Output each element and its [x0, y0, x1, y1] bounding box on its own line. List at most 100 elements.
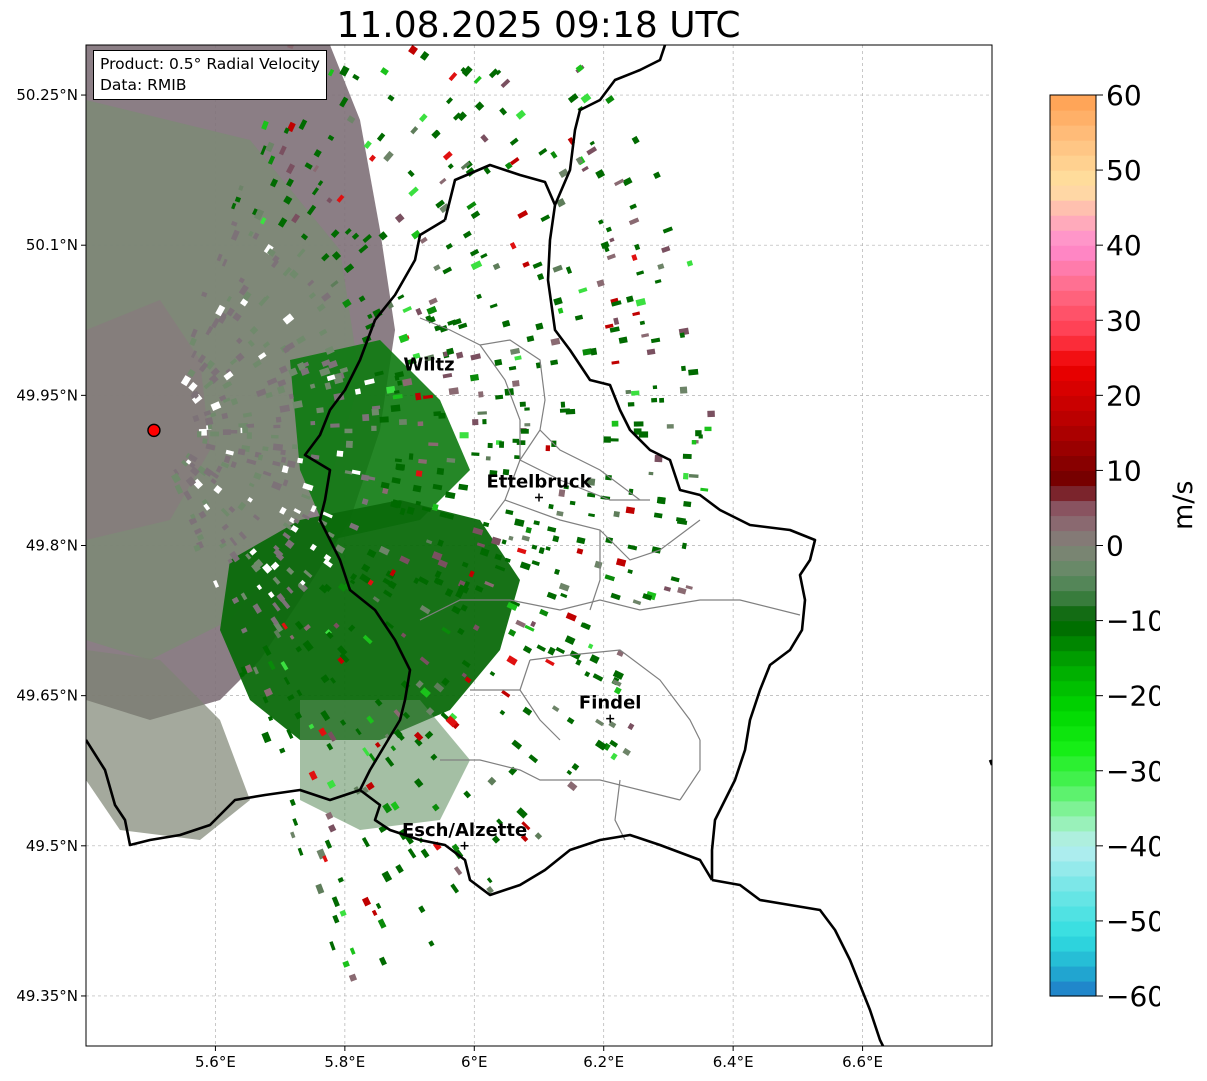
colorbar-band — [1050, 245, 1096, 261]
place-labels: Wiltz Ettelbruck Findel Esch/Alzette — [402, 354, 642, 850]
colorbar-tick-label: 40 — [1106, 229, 1142, 262]
place-marker — [535, 493, 543, 502]
colorbar-band — [1050, 155, 1096, 171]
lat-tick-label: 50.25°N — [16, 86, 78, 104]
canton-borders — [419, 317, 801, 841]
colorbar-tick-label: 50 — [1106, 154, 1142, 187]
colorbar-ticks: 60 50 40 30 20 10 0 −10 −20 −30 −40 −50 −60 — [1096, 80, 1160, 1013]
colorbar-band — [1050, 185, 1096, 201]
country-borders — [86, 45, 992, 1046]
colorbar-band — [1050, 380, 1096, 396]
place-marker — [606, 714, 615, 723]
colorbar-band — [1050, 425, 1096, 441]
product-label: Product: 0.5° Radial Velocity — [100, 55, 320, 73]
colorbar-tick-label: −10 — [1106, 605, 1160, 638]
colorbar-band — [1050, 275, 1096, 291]
colorbar-band — [1050, 260, 1096, 276]
colorbar-band — [1050, 455, 1096, 472]
place-label: Wiltz — [403, 354, 454, 375]
colorbar-band — [1050, 320, 1096, 336]
place-label: Esch/Alzette — [402, 820, 527, 841]
longitude-axis: 5.6°E 5.8°E 6°E 6.2°E 6.4°E 6.6°E — [195, 1046, 883, 1071]
colorbar-tick-label: 10 — [1106, 454, 1142, 487]
lat-tick-label: 49.95°N — [16, 386, 78, 404]
lon-tick-label: 6.6°E — [842, 1053, 883, 1071]
colorbar-band — [1050, 215, 1096, 231]
colorbar-band — [1050, 500, 1096, 517]
colorbar-band — [1050, 530, 1096, 547]
colorbar-band — [1050, 740, 1096, 757]
colorbar-band — [1050, 695, 1096, 712]
lat-tick-label: 49.8°N — [26, 537, 78, 555]
colorbar-band — [1050, 515, 1096, 532]
colorbar-band — [1050, 620, 1096, 637]
colorbar-band — [1050, 365, 1096, 381]
colorbar-band — [1050, 905, 1096, 922]
colorbar-band — [1050, 560, 1096, 577]
colorbar-band — [1050, 410, 1096, 426]
colorbar-band — [1050, 140, 1096, 156]
colorbar-band — [1050, 170, 1096, 186]
colorbar-band — [1050, 110, 1096, 126]
colorbar-band — [1050, 755, 1096, 772]
colorbar-band — [1050, 440, 1096, 456]
colorbar-band — [1050, 650, 1096, 667]
colorbar-band — [1050, 200, 1096, 216]
colorbar-band — [1050, 860, 1096, 877]
colorbar-tick-label: 30 — [1106, 304, 1142, 337]
colorbar-band — [1050, 305, 1096, 321]
colorbar-band — [1050, 920, 1096, 937]
colorbar-band — [1050, 800, 1096, 817]
colorbar-band — [1050, 830, 1096, 847]
radar-site-marker — [147, 423, 161, 438]
latitude-axis: 50.25°N 50.1°N 49.95°N 49.8°N 49.65°N 49.5°N 4… — [16, 86, 86, 1005]
colorbar-band — [1050, 680, 1096, 697]
colorbar-band — [1050, 635, 1096, 652]
colorbar-band — [1050, 95, 1096, 111]
data-source-label: Data: RMIB — [100, 76, 187, 94]
colorbar-tick-label: −30 — [1106, 755, 1160, 788]
colorbar-band — [1050, 815, 1096, 832]
colorbar-band — [1050, 545, 1096, 562]
lon-tick-label: 6°E — [461, 1053, 488, 1071]
colorbar-tick-label: −20 — [1106, 680, 1160, 713]
colorbar-band — [1050, 230, 1096, 246]
colorbar-band — [1050, 395, 1096, 411]
lon-tick-label: 5.8°E — [324, 1053, 365, 1071]
lat-tick-label: 49.5°N — [26, 837, 78, 855]
colorbar-band — [1050, 290, 1096, 306]
colorbar-tick-label: −50 — [1106, 905, 1160, 938]
colorbar-band — [1050, 125, 1096, 141]
colorbar-band — [1050, 575, 1096, 592]
place-marker — [460, 841, 469, 850]
colorbar-band — [1050, 350, 1096, 366]
colorbar-band — [1050, 710, 1096, 727]
colorbar-tick-label: −40 — [1106, 830, 1160, 863]
radar-echo-speckles — [171, 45, 715, 982]
colorbar-band — [1050, 725, 1096, 742]
velocity-colorbar: 60 50 40 30 20 10 0 −10 −20 −30 −40 −50 −60 — [1049, 80, 1160, 1013]
colorbar-tick-label: −60 — [1106, 980, 1160, 1013]
colorbar-band — [1050, 590, 1096, 607]
place-label: Findel — [579, 693, 642, 714]
colorbar-band — [1050, 890, 1096, 907]
colorbar-unit-label: m/s — [1168, 480, 1199, 530]
colorbar-band — [1050, 965, 1096, 982]
colorbar-band — [1050, 935, 1096, 952]
colorbar-band — [1050, 335, 1096, 351]
lon-tick-label: 6.2°E — [583, 1053, 624, 1071]
colorbar-band — [1050, 470, 1096, 487]
colorbar-band — [1050, 485, 1096, 502]
colorbar-band — [1050, 980, 1096, 997]
colorbar-band — [1050, 785, 1096, 802]
product-info-box: Product: 0.5° Radial Velocity Data: RMIB — [93, 50, 327, 100]
map-title: 11.08.2025 09:18 UTC — [336, 5, 741, 46]
place-label: Ettelbruck — [486, 471, 592, 492]
colorbar-band — [1050, 845, 1096, 862]
lat-tick-label: 49.35°N — [16, 987, 78, 1005]
colorbar-tick-label: 0 — [1106, 530, 1124, 563]
lat-tick-label: 49.65°N — [16, 687, 78, 705]
colorbar-band — [1050, 605, 1096, 622]
colorbar-tick-label: 60 — [1106, 80, 1142, 112]
